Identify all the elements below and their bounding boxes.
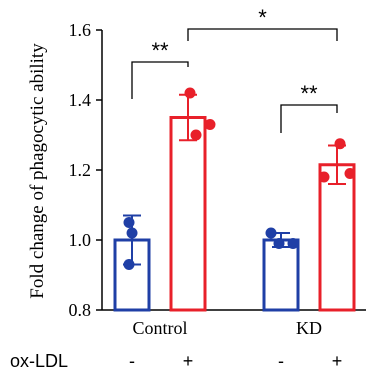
bracket-line (131, 61, 189, 99)
bracket-line (187, 28, 338, 41)
y-axis: 0.8 1.0 1.2 1.4 1.6 Fold change of phago… (27, 20, 103, 320)
bar (262, 238, 300, 312)
data-point (287, 238, 299, 249)
bars-layer (113, 87, 356, 312)
y-tick-label: 1.6 (69, 20, 92, 40)
significance-bracket: * (187, 5, 338, 41)
treatment-mark: + (332, 351, 343, 371)
treatment-mark: + (183, 351, 194, 371)
data-point (334, 138, 346, 150)
y-tick-label: 1.2 (69, 160, 92, 180)
treatment-mark: - (129, 351, 135, 371)
data-point (123, 259, 135, 270)
bar-group (113, 214, 151, 312)
data-point (318, 171, 330, 183)
data-point (190, 129, 202, 141)
x-group-label-control: Control (132, 318, 187, 338)
bar-group (318, 138, 356, 312)
y-axis-title: Fold change of phagocytic ability (27, 43, 48, 299)
data-point (184, 87, 196, 99)
treatment-row-label: ox-LDL (10, 351, 68, 371)
bracket-line (280, 104, 338, 133)
data-point (344, 168, 356, 179)
data-point (265, 227, 277, 239)
y-tick-label: 1.0 (69, 230, 92, 250)
data-point (204, 119, 216, 130)
significance-bracket: ** (131, 38, 189, 99)
data-point (273, 238, 285, 249)
x-axis: Control KD (102, 309, 366, 338)
bar (169, 116, 207, 312)
data-point (123, 217, 135, 228)
y-tick-label: 1.4 (69, 90, 92, 110)
treatment-row: ox-LDL - + - + (10, 351, 342, 371)
significance-label: ** (300, 81, 318, 106)
treatment-mark: - (278, 351, 284, 371)
bar (318, 163, 356, 312)
significance-label: * (258, 5, 267, 30)
y-tick-label: 0.8 (69, 300, 92, 320)
significance-label: ** (151, 38, 169, 63)
significance-annotations: ***** (131, 5, 338, 133)
bar-group (262, 227, 300, 312)
significance-bracket: ** (280, 81, 338, 133)
bar-group (169, 87, 216, 312)
x-group-label-kd: KD (296, 318, 322, 338)
data-point (126, 227, 138, 239)
